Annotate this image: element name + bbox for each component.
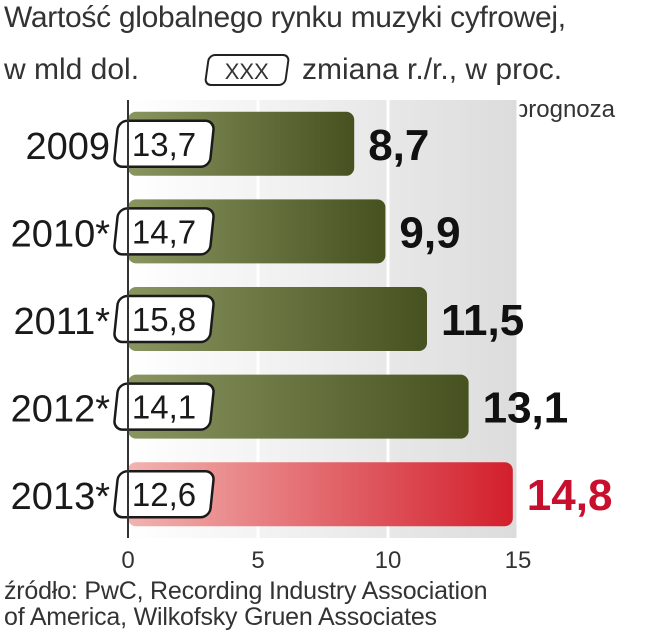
source-line-1: źródło: PwC, Recording Industry Associat… [4,577,488,605]
category-label: 2009 [25,126,110,168]
legend-label: zmiana r./r., w proc. [302,53,563,86]
value-label: 13,1 [483,384,569,433]
value-label: 14,8 [527,471,613,520]
change-badge [113,382,215,431]
category-label: 2010* [11,213,111,255]
change-label: 13,7 [132,126,196,163]
value-label: 11,5 [441,296,524,345]
x-tick-label: 0 [121,547,134,574]
x-tick-label: 5 [251,547,264,574]
unit-label: w mld dol. [4,53,140,86]
category-label: 2013* [11,476,111,518]
change-label: 15,8 [132,301,196,338]
x-tick-label: 10 [375,547,402,574]
change-label: 14,1 [132,389,196,426]
change-label: 14,7 [132,213,196,250]
category-label: 2012* [11,389,111,431]
source-note: źródło: PwC, Recording Industry Associat… [4,578,487,630]
forecast-note: *prognoza [505,96,615,123]
change-label: 12,6 [132,476,196,513]
change-badge [113,294,215,344]
change-badge [113,119,215,169]
chart-title: Wartość globalnego rynku muzyki cyfrowej… [4,1,566,34]
bar-2013* [128,462,513,527]
value-label: 8,7 [368,121,429,170]
source-line-2: of America, Wilkofsky Gruen Associates [4,603,437,631]
x-tick-label: 15 [505,547,532,574]
value-label: 9,9 [399,208,460,257]
category-label: 2011* [13,301,110,343]
change-badge [113,207,215,256]
change-badge [113,469,215,519]
